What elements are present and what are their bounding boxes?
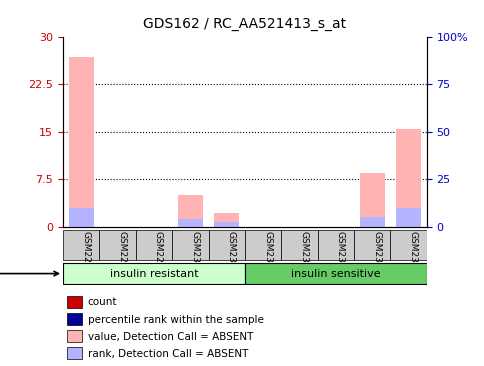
FancyBboxPatch shape xyxy=(244,231,281,260)
FancyBboxPatch shape xyxy=(63,231,99,260)
Text: GSM2303: GSM2303 xyxy=(190,231,199,275)
Bar xyxy=(67,313,81,325)
Bar xyxy=(68,57,94,227)
Text: GSM2317: GSM2317 xyxy=(299,231,308,275)
FancyBboxPatch shape xyxy=(208,231,244,260)
FancyBboxPatch shape xyxy=(63,263,244,284)
FancyBboxPatch shape xyxy=(244,263,426,284)
Text: percentile rank within the sample: percentile rank within the sample xyxy=(88,314,263,325)
Bar xyxy=(67,347,81,359)
Text: count: count xyxy=(88,298,117,307)
FancyBboxPatch shape xyxy=(99,231,136,260)
Text: GSM2327: GSM2327 xyxy=(372,231,380,274)
FancyBboxPatch shape xyxy=(317,231,353,260)
FancyBboxPatch shape xyxy=(281,231,317,260)
Text: insulin sensitive: insulin sensitive xyxy=(290,269,380,279)
FancyBboxPatch shape xyxy=(136,231,172,260)
Bar xyxy=(395,208,421,227)
FancyBboxPatch shape xyxy=(390,231,426,260)
Bar xyxy=(359,173,384,227)
Text: GSM2312: GSM2312 xyxy=(262,231,272,274)
Text: insulin resistant: insulin resistant xyxy=(109,269,198,279)
Bar xyxy=(67,330,81,342)
Text: GSM2293: GSM2293 xyxy=(117,231,126,274)
Bar xyxy=(213,223,239,227)
Text: GSM2332: GSM2332 xyxy=(408,231,417,274)
Bar xyxy=(395,128,421,227)
Bar xyxy=(213,213,239,227)
Text: rank, Detection Call = ABSENT: rank, Detection Call = ABSENT xyxy=(88,349,248,359)
Title: GDS162 / RC_AA521413_s_at: GDS162 / RC_AA521413_s_at xyxy=(143,18,346,31)
Bar xyxy=(177,219,203,227)
Text: GSM2308: GSM2308 xyxy=(226,231,235,275)
Bar xyxy=(68,208,94,227)
FancyBboxPatch shape xyxy=(353,231,390,260)
Text: value, Detection Call = ABSENT: value, Detection Call = ABSENT xyxy=(88,332,253,341)
Text: GSM2288: GSM2288 xyxy=(81,231,90,274)
Text: GSM2298: GSM2298 xyxy=(153,231,163,274)
Text: metabolism: metabolism xyxy=(0,269,58,279)
Text: GSM2322: GSM2322 xyxy=(335,231,344,274)
Bar xyxy=(359,217,384,227)
Bar xyxy=(67,296,81,308)
FancyBboxPatch shape xyxy=(172,231,208,260)
Bar xyxy=(177,195,203,227)
